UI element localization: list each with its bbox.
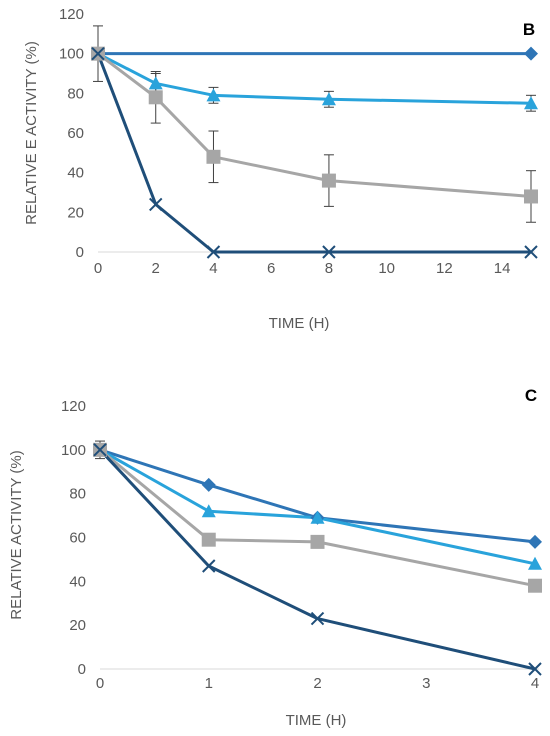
y-tick-label: 60 — [69, 530, 86, 547]
data-point-square — [148, 90, 163, 105]
data-point-square — [310, 534, 325, 549]
data-point-diamond — [201, 477, 216, 492]
data-point-x — [149, 197, 163, 212]
y-tick-label: 20 — [67, 204, 84, 221]
plot-area-b: 0 20 40 60 80 100 120 0 2 4 6 8 10 12 14 — [59, 6, 538, 277]
y-tick-label: 80 — [67, 85, 84, 102]
data-point-square — [206, 149, 221, 164]
y-tick-label: 40 — [69, 573, 86, 590]
data-point-x — [528, 662, 542, 676]
series-line-diamond — [99, 448, 536, 544]
x-tick-label: 2 — [313, 675, 321, 692]
data-point-triangle — [321, 92, 336, 106]
x-tick-label: 10 — [378, 260, 395, 277]
series-line-square — [99, 448, 536, 588]
y-axis-title-b: RELATIVE E ACTIVITY (%) — [23, 41, 40, 225]
data-point-triangle — [148, 76, 163, 90]
x-tick-label: 4 — [531, 675, 539, 692]
y-tick-label: 0 — [76, 244, 84, 261]
y-tick-label: 100 — [59, 46, 84, 63]
series-line-x — [98, 448, 536, 671]
y-tick-label: 120 — [61, 398, 86, 415]
data-point-square — [201, 532, 216, 547]
x-axis-label: TIME (H) — [286, 712, 347, 729]
chart-panel-b: RELATIVE E ACTIVITY (%) TIME (H) B 02040… — [23, 6, 538, 332]
chart-panel-c: RELATIVE ACTIVITY (%) TIME (H) C 0204060… — [8, 386, 542, 729]
data-point-x — [524, 245, 538, 259]
y-axis-title-c: RELATIVE ACTIVITY (%) — [8, 450, 25, 619]
data-point-triangle — [524, 96, 538, 110]
panel-label-b: B — [523, 20, 535, 39]
series-line-square — [97, 52, 532, 198]
x-tick-label: 14 — [494, 260, 511, 277]
y-tick-label: 20 — [69, 617, 86, 634]
x-tick-label: 2 — [152, 260, 160, 277]
y-tick-label: 60 — [67, 125, 84, 142]
data-point-triangle — [310, 510, 325, 524]
y-tick-label: 40 — [67, 165, 84, 182]
x-tick-label: 4 — [209, 260, 217, 277]
x-tick-label: 8 — [325, 260, 333, 277]
y-tick-label: 80 — [69, 486, 86, 503]
data-point-x — [310, 611, 325, 626]
series-line-triangle — [99, 448, 536, 566]
x-tick-label: 3 — [422, 675, 430, 692]
data-point-x — [206, 245, 221, 259]
data-point-square — [528, 578, 542, 593]
x-tick-label: 0 — [96, 675, 104, 692]
x-tick-label: 0 — [94, 260, 102, 277]
data-point-diamond — [528, 534, 542, 549]
y-axis-label: RELATIVE ACTIVITY (%) — [8, 450, 25, 619]
panel-label-c: C — [525, 386, 537, 405]
data-point-x — [91, 46, 105, 61]
x-tick-label: 1 — [205, 675, 213, 692]
y-tick-label: 100 — [61, 442, 86, 459]
y-axis-label: RELATIVE E ACTIVITY (%) — [23, 41, 40, 225]
y-tick-label: 120 — [59, 6, 84, 23]
data-point-x — [322, 245, 336, 259]
data-point-x — [93, 443, 107, 457]
x-tick-label: 6 — [267, 260, 275, 277]
y-tick-label: 0 — [78, 661, 86, 678]
data-point-triangle — [528, 556, 542, 570]
x-axis-label: TIME (H) — [269, 315, 330, 332]
plot-area-c: 0 20 40 60 80 100 120 0 1 2 3 4 — [61, 398, 542, 692]
series-line-triangle — [97, 52, 532, 105]
data-point-x — [202, 559, 216, 573]
data-point-triangle — [201, 504, 216, 518]
x-tick-label: 12 — [436, 260, 453, 277]
data-point-triangle — [206, 88, 221, 102]
data-point-square — [321, 173, 336, 188]
data-point-square — [524, 189, 538, 204]
data-point-diamond — [524, 46, 538, 61]
